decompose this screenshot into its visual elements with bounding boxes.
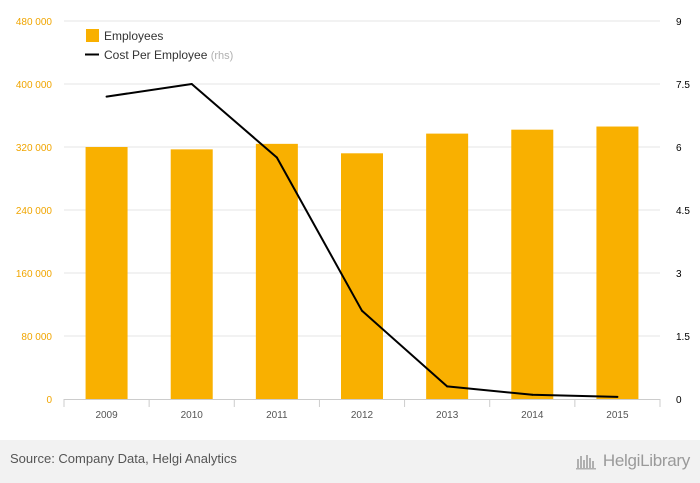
y-left-tick-label: 80 000 xyxy=(21,332,52,343)
y-left-tick-label: 320 000 xyxy=(16,143,53,154)
chart: 0 80 000 160 000 240 000 320 000 400 000 480 0… xyxy=(16,17,690,421)
x-tick-label: 2013 xyxy=(436,410,459,421)
bar-employees xyxy=(85,147,128,399)
y-right-tick-label: 3 xyxy=(676,269,682,280)
line-point-cost-per-employee xyxy=(446,385,449,388)
library-icon xyxy=(575,455,596,470)
helgi-library-logo[interactable]: HelgiLibrary xyxy=(575,449,690,473)
y-left-tick-label: 480 000 xyxy=(16,17,53,28)
legend-label-employees: Employees xyxy=(104,29,163,43)
legend-label-cost-text: Cost Per Employee xyxy=(104,48,211,62)
y-right-tick-label: 1.5 xyxy=(676,332,690,343)
x-tick-label: 2009 xyxy=(95,410,118,421)
y-right-tick-label: 7.5 xyxy=(676,80,690,91)
bar-employees xyxy=(511,129,554,400)
line-point-cost-per-employee xyxy=(616,395,619,398)
x-tick-label: 2010 xyxy=(181,410,204,421)
footer: Source: Company Data, Helgi Analytics He… xyxy=(0,440,700,483)
y-right-tick-label: 6 xyxy=(676,143,682,154)
x-tick-label: 2014 xyxy=(521,410,544,421)
y-right-tick-label: 4.5 xyxy=(676,206,690,217)
y-left-tick-label: 400 000 xyxy=(16,80,53,91)
bar-employees xyxy=(341,153,383,399)
line-point-cost-per-employee xyxy=(361,309,363,312)
y-left-tick-label: 240 000 xyxy=(16,206,53,217)
legend-label-cost-suffix: (rhs) xyxy=(211,50,234,62)
bar-employees xyxy=(170,149,213,399)
logo-text: HelgiLibrary xyxy=(602,451,690,470)
source-note: Source: Company Data, Helgi Analytics xyxy=(10,451,237,466)
x-tick-label: 2011 xyxy=(266,410,288,421)
bar-employees xyxy=(255,143,298,399)
line-point-cost-per-employee xyxy=(105,95,108,98)
y-left-tick-label: 0 xyxy=(46,395,52,406)
legend-swatch-employees xyxy=(86,29,99,42)
y-right-tick-label: 0 xyxy=(676,395,682,406)
line-point-cost-per-employee xyxy=(190,83,193,85)
y-left-tick-label: 160 000 xyxy=(16,269,53,280)
y-right-tick-label: 9 xyxy=(676,17,682,28)
line-point-cost-per-employee xyxy=(531,393,534,396)
x-tick-label: 2012 xyxy=(351,410,374,421)
line-point-cost-per-employee xyxy=(275,156,278,159)
legend-label-cost: Cost Per Employee (rhs) xyxy=(104,48,233,62)
bar-employees xyxy=(596,126,639,400)
x-tick-label: 2015 xyxy=(606,410,629,421)
bar-employees xyxy=(426,133,469,400)
